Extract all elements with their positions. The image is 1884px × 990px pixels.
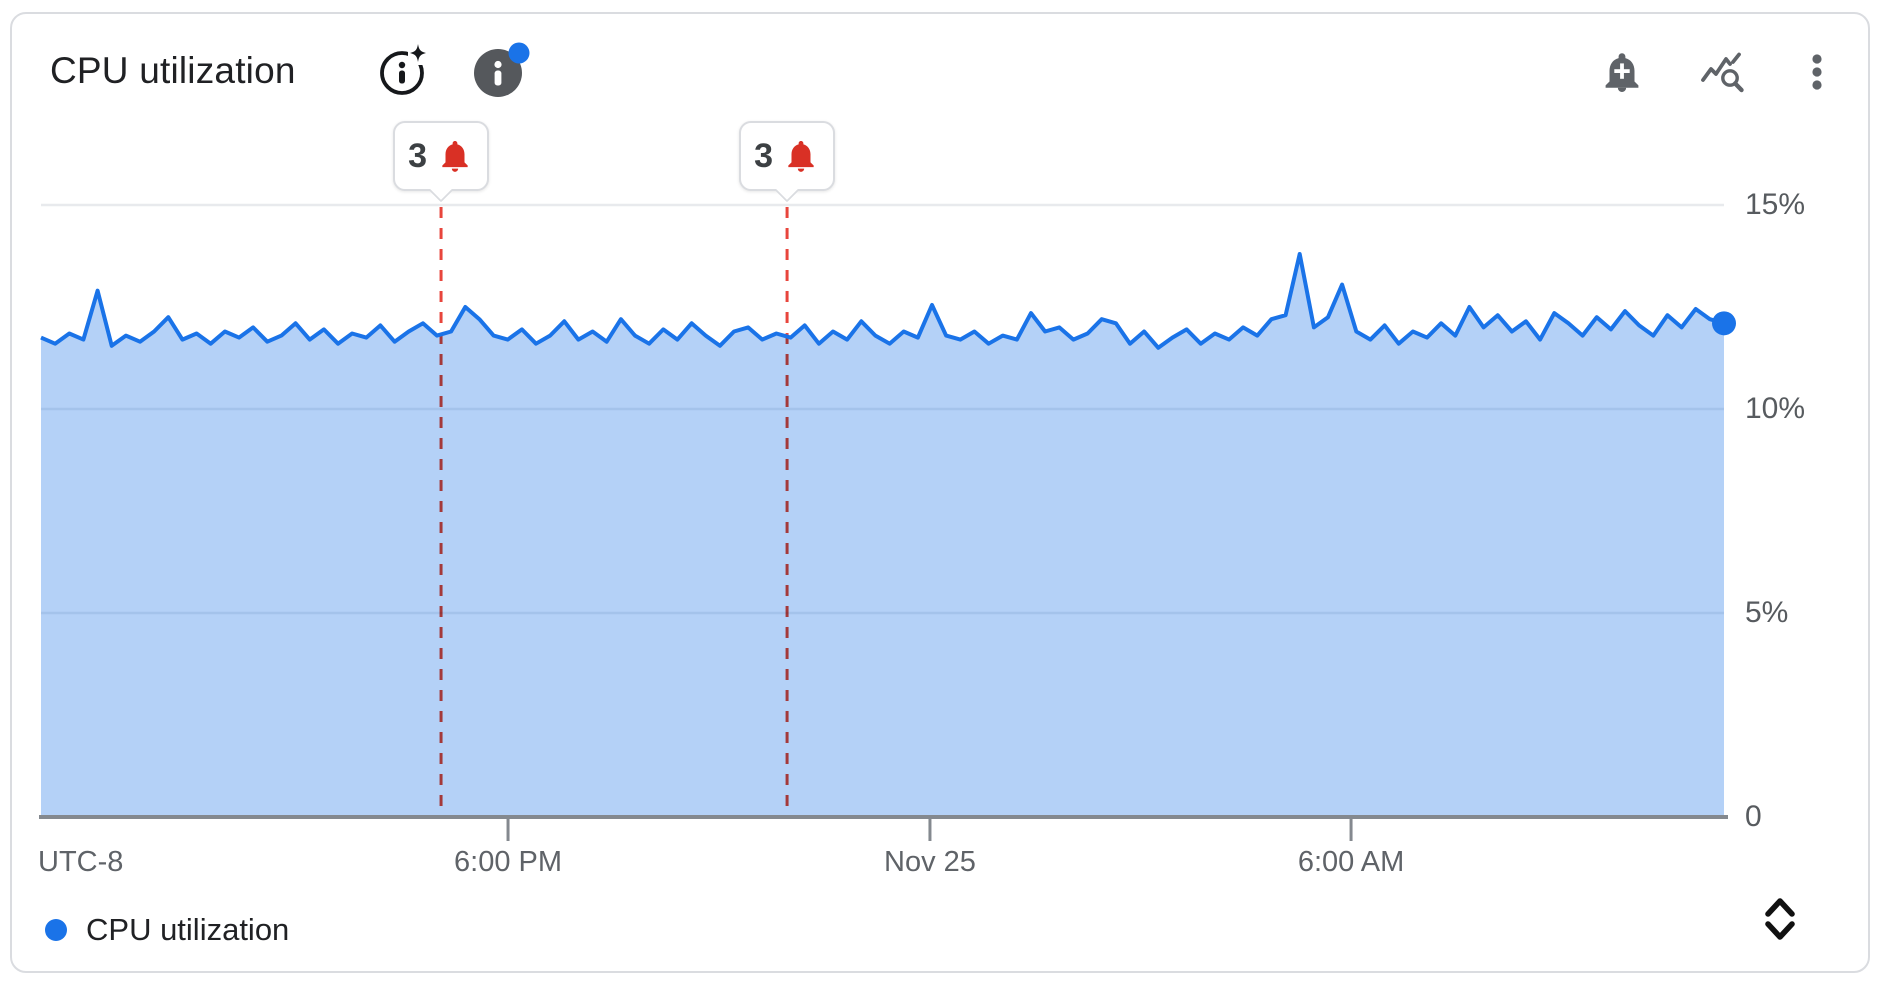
y-axis-label: 5%: [1745, 596, 1789, 629]
alert-badge[interactable]: 3: [393, 121, 490, 203]
legend-label: CPU utilization: [86, 912, 290, 947]
legend-color-dot: [45, 919, 67, 941]
x-axis-label: 6:00 PM: [454, 846, 563, 878]
x-axis-label: 6:00 AM: [1297, 846, 1405, 878]
alert-badge[interactable]: 3: [739, 121, 836, 203]
cpu-utilization-chart[interactable]: [12, 14, 1872, 975]
latest-value-dot: [1712, 311, 1736, 336]
alert-count: 3: [408, 136, 427, 175]
y-axis-label: 0: [1745, 800, 1762, 833]
x-axis-label: Nov 25: [884, 846, 976, 878]
timezone-label: UTC-8: [38, 846, 124, 878]
alert-bell-icon: [788, 140, 814, 172]
alert-count: 3: [754, 136, 774, 175]
cpu-utilization-card: CPU utilization UTC-8 CPU: [10, 12, 1870, 973]
chart-title: CPU utilization: [50, 50, 296, 91]
more-options-icon[interactable]: [1794, 48, 1840, 98]
expand-collapse-icon[interactable]: [1757, 890, 1803, 948]
y-axis-label: 15%: [1745, 188, 1806, 221]
area-fill: [41, 254, 1724, 817]
legend-item-cpu-utilization[interactable]: CPU utilization: [45, 912, 289, 948]
gemini-info-icon[interactable]: [378, 44, 430, 96]
explore-chart-icon[interactable]: [1700, 52, 1746, 98]
y-axis-label: 10%: [1745, 392, 1806, 425]
info-status-icon[interactable]: [472, 42, 530, 100]
add-alert-icon[interactable]: [1599, 50, 1645, 96]
alert-bell-icon: [442, 140, 468, 172]
series-line: [40, 252, 1725, 350]
